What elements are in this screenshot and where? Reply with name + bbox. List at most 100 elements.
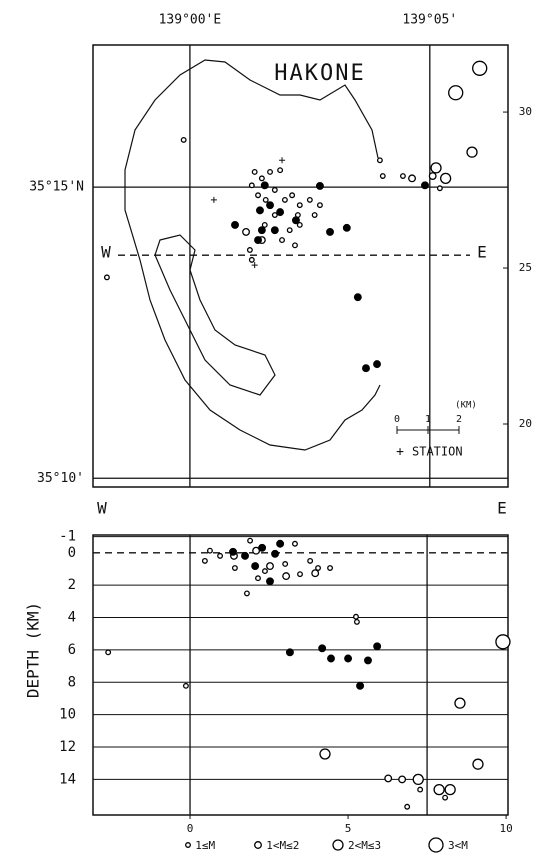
event xyxy=(296,202,303,209)
y-tick-label: 6 xyxy=(68,642,76,658)
filled-event xyxy=(271,549,280,558)
event xyxy=(408,174,416,183)
legend-marker xyxy=(428,837,444,853)
section-label: W xyxy=(101,243,111,262)
map-title: HAKONE xyxy=(274,61,365,86)
y2-tick-label: 20 xyxy=(519,417,532,430)
event xyxy=(495,634,511,650)
lake-outline xyxy=(154,234,276,396)
event xyxy=(292,242,298,249)
event xyxy=(353,613,359,620)
scale-unit: (KM) xyxy=(455,401,477,411)
event xyxy=(201,557,208,564)
filled-event xyxy=(285,648,294,657)
filled-event xyxy=(373,642,382,651)
event xyxy=(255,192,261,199)
y-tick-label: 0 xyxy=(68,545,76,561)
filled-event xyxy=(258,543,267,552)
event xyxy=(103,274,110,281)
x-tick-label: 139°00'E xyxy=(159,13,222,28)
event xyxy=(436,185,443,192)
station xyxy=(279,157,286,164)
y-tick-label: 12 xyxy=(59,739,76,755)
event xyxy=(376,157,383,164)
event xyxy=(472,60,488,76)
event xyxy=(281,196,288,203)
event xyxy=(292,540,298,547)
y-tick-label: 8 xyxy=(68,674,76,690)
filled-event xyxy=(266,577,274,586)
event xyxy=(262,196,269,203)
event xyxy=(282,572,291,581)
filled-event xyxy=(421,181,429,190)
event xyxy=(466,146,478,158)
event xyxy=(444,783,456,796)
station xyxy=(251,262,258,269)
event xyxy=(261,221,268,228)
scale-label: 1 xyxy=(425,414,431,425)
y-axis-label: DEPTH (KM) xyxy=(24,602,43,698)
y-tick-label: -1 xyxy=(59,529,76,545)
event xyxy=(316,202,323,209)
legend-label: 2<M≤3 xyxy=(348,839,381,852)
event xyxy=(306,196,313,203)
filled-event xyxy=(318,644,327,653)
event xyxy=(311,212,318,218)
event xyxy=(231,565,238,571)
y-tick-label: 10 xyxy=(59,707,76,723)
event xyxy=(206,547,213,554)
event xyxy=(271,212,278,218)
event xyxy=(248,256,255,263)
event xyxy=(315,565,321,571)
event xyxy=(417,786,424,793)
filled-event xyxy=(364,656,372,665)
filled-event xyxy=(356,681,365,690)
event xyxy=(255,575,261,582)
event xyxy=(430,162,442,174)
event xyxy=(442,794,449,801)
event xyxy=(266,562,274,571)
legend-marker xyxy=(332,839,344,851)
filled-event xyxy=(315,181,324,190)
event xyxy=(217,552,224,559)
section-end: W xyxy=(97,499,107,518)
event xyxy=(251,169,258,175)
filled-event xyxy=(327,654,335,663)
station-label: STATION xyxy=(412,445,463,459)
event xyxy=(384,774,393,783)
filled-event xyxy=(344,654,353,663)
event xyxy=(327,565,334,571)
filled-event xyxy=(231,220,239,229)
filled-event xyxy=(241,551,249,560)
event xyxy=(271,187,278,193)
legend-label: 1≤M xyxy=(195,839,215,852)
filled-event xyxy=(291,216,300,225)
event xyxy=(286,227,293,234)
event xyxy=(353,618,360,625)
section-label: E xyxy=(477,243,487,262)
event xyxy=(242,227,250,236)
y-tick-label: 2 xyxy=(68,577,76,593)
event xyxy=(472,758,484,770)
event xyxy=(379,173,386,179)
filled-event xyxy=(260,181,269,190)
event xyxy=(282,561,289,567)
x-tick-label: 5 xyxy=(345,822,352,835)
filled-event xyxy=(362,364,370,373)
filled-event xyxy=(270,226,279,235)
event xyxy=(428,172,437,180)
event xyxy=(180,136,187,143)
event xyxy=(267,169,273,175)
event xyxy=(248,182,255,189)
y-tick-label: 35°15'N xyxy=(29,180,84,195)
event xyxy=(448,85,464,101)
y-tick-label: 35°10' xyxy=(37,471,84,486)
x-tick-label: 139°05' xyxy=(402,13,457,28)
event xyxy=(439,172,452,185)
scale-label: 0 xyxy=(394,414,400,425)
filled-event xyxy=(353,293,362,302)
event xyxy=(398,775,407,784)
filled-event xyxy=(276,539,285,548)
event xyxy=(433,783,445,796)
